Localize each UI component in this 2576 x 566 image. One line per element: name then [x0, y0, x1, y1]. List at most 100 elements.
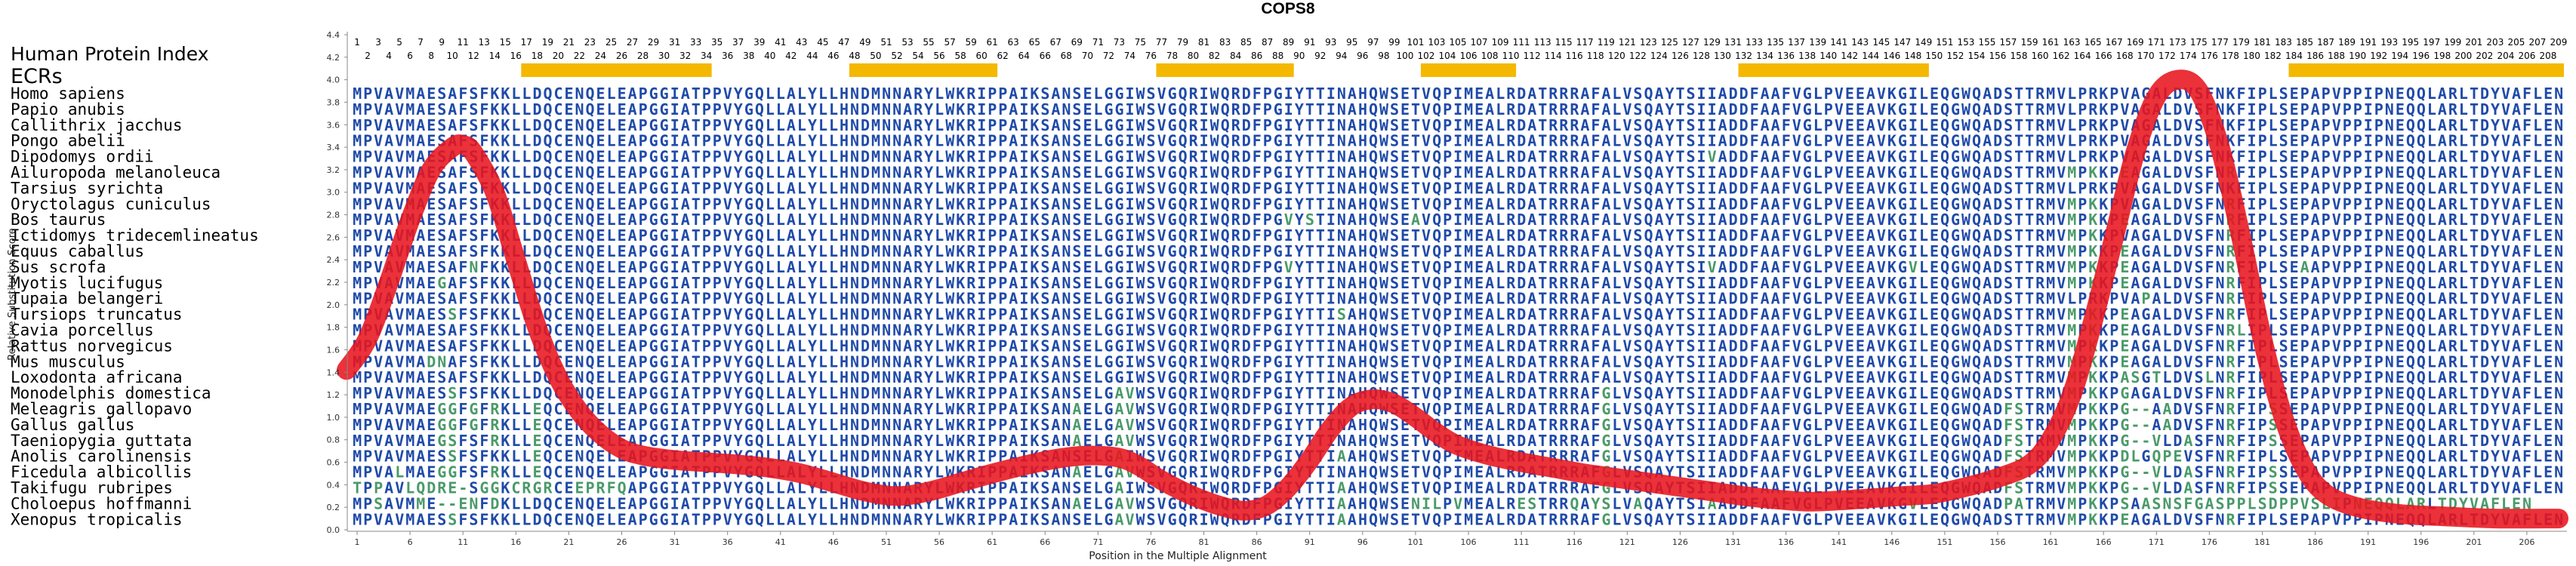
species-label: Homo sapiens [11, 85, 125, 103]
hpi-odd-label: 89 [1283, 37, 1294, 48]
hpi-even-label: 56 [933, 51, 944, 61]
hpi-odd-label: 111 [1513, 37, 1530, 48]
hpi-odd-label: 209 [2550, 37, 2568, 48]
hpi-even-label: 48 [849, 51, 860, 61]
y-tick-label: 0.6 [327, 458, 340, 468]
hpi-even-label: 60 [975, 51, 987, 61]
sequence-row: MPVAVMAESAFSFKKLLDQCENQELEAPGGIATPPVYGQL… [353, 195, 2563, 213]
hpi-even-label: 104 [1439, 51, 1456, 61]
hpi-odd-label: 129 [1703, 37, 1721, 48]
x-tick-label: 31 [670, 537, 680, 547]
hpi-even-label: 52 [891, 51, 902, 61]
x-tick-label: 36 [723, 537, 733, 547]
hpi-even-label: 164 [2074, 51, 2091, 61]
hpi-odd-label: 173 [2169, 37, 2186, 48]
y-tick-label: 4.4 [327, 30, 340, 40]
x-tick-label: 106 [1461, 537, 1477, 547]
y-tick-label: 2.8 [327, 211, 340, 220]
hpi-even-label: 72 [1103, 51, 1114, 61]
hpi-odd-label: 203 [2486, 37, 2504, 48]
hpi-even-label: 118 [1587, 51, 1604, 61]
x-tick-label: 151 [1937, 537, 1952, 547]
x-tick-label: 86 [1252, 537, 1262, 547]
hpi-odd-label: 171 [2148, 37, 2165, 48]
species-label: Choloepus hoffmanni [11, 494, 192, 512]
hpi-odd-label: 47 [838, 37, 849, 48]
hpi-even-label: 150 [1925, 51, 1943, 61]
x-tick-label: 91 [1305, 537, 1315, 547]
hpi-even-label: 170 [2137, 51, 2155, 61]
hpi-odd-label: 69 [1071, 37, 1083, 48]
hpi-odd-label: 175 [2190, 37, 2208, 48]
species-label: Tursiops truncatus [11, 306, 183, 324]
hpi-odd-label: 183 [2275, 37, 2292, 48]
hpi-odd-label: 165 [2085, 37, 2102, 48]
hpi-even-label: 8 [428, 51, 434, 61]
hpi-even-label: 90 [1293, 51, 1305, 61]
sequence-row: MPVAVMAESAFSFKKLLDQCENQELEAPGGIATPPVYGQL… [353, 100, 2563, 118]
hpi-even-label: 126 [1672, 51, 1689, 61]
species-label: Mus musculus [11, 352, 125, 371]
y-tick-label: 0.2 [327, 503, 340, 512]
species-label: Tupaia belangeri [11, 290, 163, 308]
hpi-odd-label: 49 [859, 37, 870, 48]
hpi-odd-label: 113 [1534, 37, 1551, 48]
ecr-bar [1738, 63, 1929, 77]
y-tick-label: 1.0 [327, 413, 340, 423]
hpi-odd-label: 139 [1809, 37, 1826, 48]
hpi-odd-label: 141 [1830, 37, 1847, 48]
hpi-even-label: 82 [1209, 51, 1220, 61]
sequence-row: MPVAVMAESAFSFKKLLDQCENQELEAPGGIATPPVYGQL… [353, 116, 2563, 134]
hpi-odd-label: 143 [1851, 37, 1869, 48]
x-tick-label: 136 [1778, 537, 1794, 547]
ecr-bar [1156, 63, 1294, 77]
hpi-odd-label: 35 [711, 37, 723, 48]
hpi-odd-label: 37 [732, 37, 744, 48]
x-tick-label: 101 [1407, 537, 1423, 547]
hpi-even-label: 204 [2497, 51, 2514, 61]
hpi-odd-label: 73 [1114, 37, 1125, 48]
y-tick-label: 0.8 [327, 435, 340, 445]
hpi-odd-label: 195 [2402, 37, 2419, 48]
x-tick-label: 166 [2096, 537, 2112, 547]
hpi-odd-label: 189 [2338, 37, 2356, 48]
hpi-odd-label: 147 [1893, 37, 1911, 48]
hpi-even-label: 142 [1841, 51, 1858, 61]
x-tick-label: 156 [1989, 537, 2005, 547]
hpi-even-label: 96 [1357, 51, 1368, 61]
y-tick-label: 1.4 [327, 368, 340, 377]
hpi-odd-label: 159 [2021, 37, 2038, 48]
hpi-even-label: 208 [2540, 51, 2557, 61]
hpi-odd-label: 123 [1640, 37, 1657, 48]
hpi-odd-label: 153 [1957, 37, 1974, 48]
hpi-even-label: 136 [1777, 51, 1795, 61]
hpi-odd-label: 21 [563, 37, 575, 48]
y-tick-label: 3.4 [327, 143, 340, 152]
hpi-even-label: 84 [1230, 51, 1241, 61]
hpi-even-label: 64 [1018, 51, 1030, 61]
hpi-even-label: 108 [1481, 51, 1499, 61]
human-protein-index-label: Human Protein Index [11, 43, 209, 65]
species-label: Ailuropoda melanoleuca [11, 164, 220, 182]
sequence-row: MPVAVMADNAFSFKKLLDQCENQELEAPGGIATPPVYGQL… [353, 352, 2563, 371]
sequence-row: MPVALMAEGGFSFRKLLEQCENQELEAPGGIATPPVYGQL… [353, 463, 2563, 481]
ecr-bar [521, 63, 712, 77]
hpi-odd-label: 39 [753, 37, 765, 48]
hpi-odd-label: 31 [669, 37, 680, 48]
hpi-odd-label: 81 [1198, 37, 1209, 48]
species-label: Anolis carolinensis [11, 448, 192, 466]
x-tick-label: 176 [2202, 537, 2217, 547]
species-label: Xenopus tropicalis [11, 510, 183, 528]
hpi-even-label: 156 [1989, 51, 2007, 61]
y-tick-label: 0.0 [327, 525, 340, 535]
hpi-odd-label: 155 [1979, 37, 1996, 48]
hpi-even-label: 86 [1251, 51, 1262, 61]
x-tick-label: 141 [1831, 537, 1847, 547]
x-tick-label: 51 [881, 537, 892, 547]
hpi-even-label: 28 [637, 51, 649, 61]
hpi-even-label: 168 [2116, 51, 2134, 61]
hpi-odd-label: 193 [2380, 37, 2398, 48]
hpi-even-label: 18 [532, 51, 543, 61]
hpi-odd-label: 11 [458, 37, 469, 48]
